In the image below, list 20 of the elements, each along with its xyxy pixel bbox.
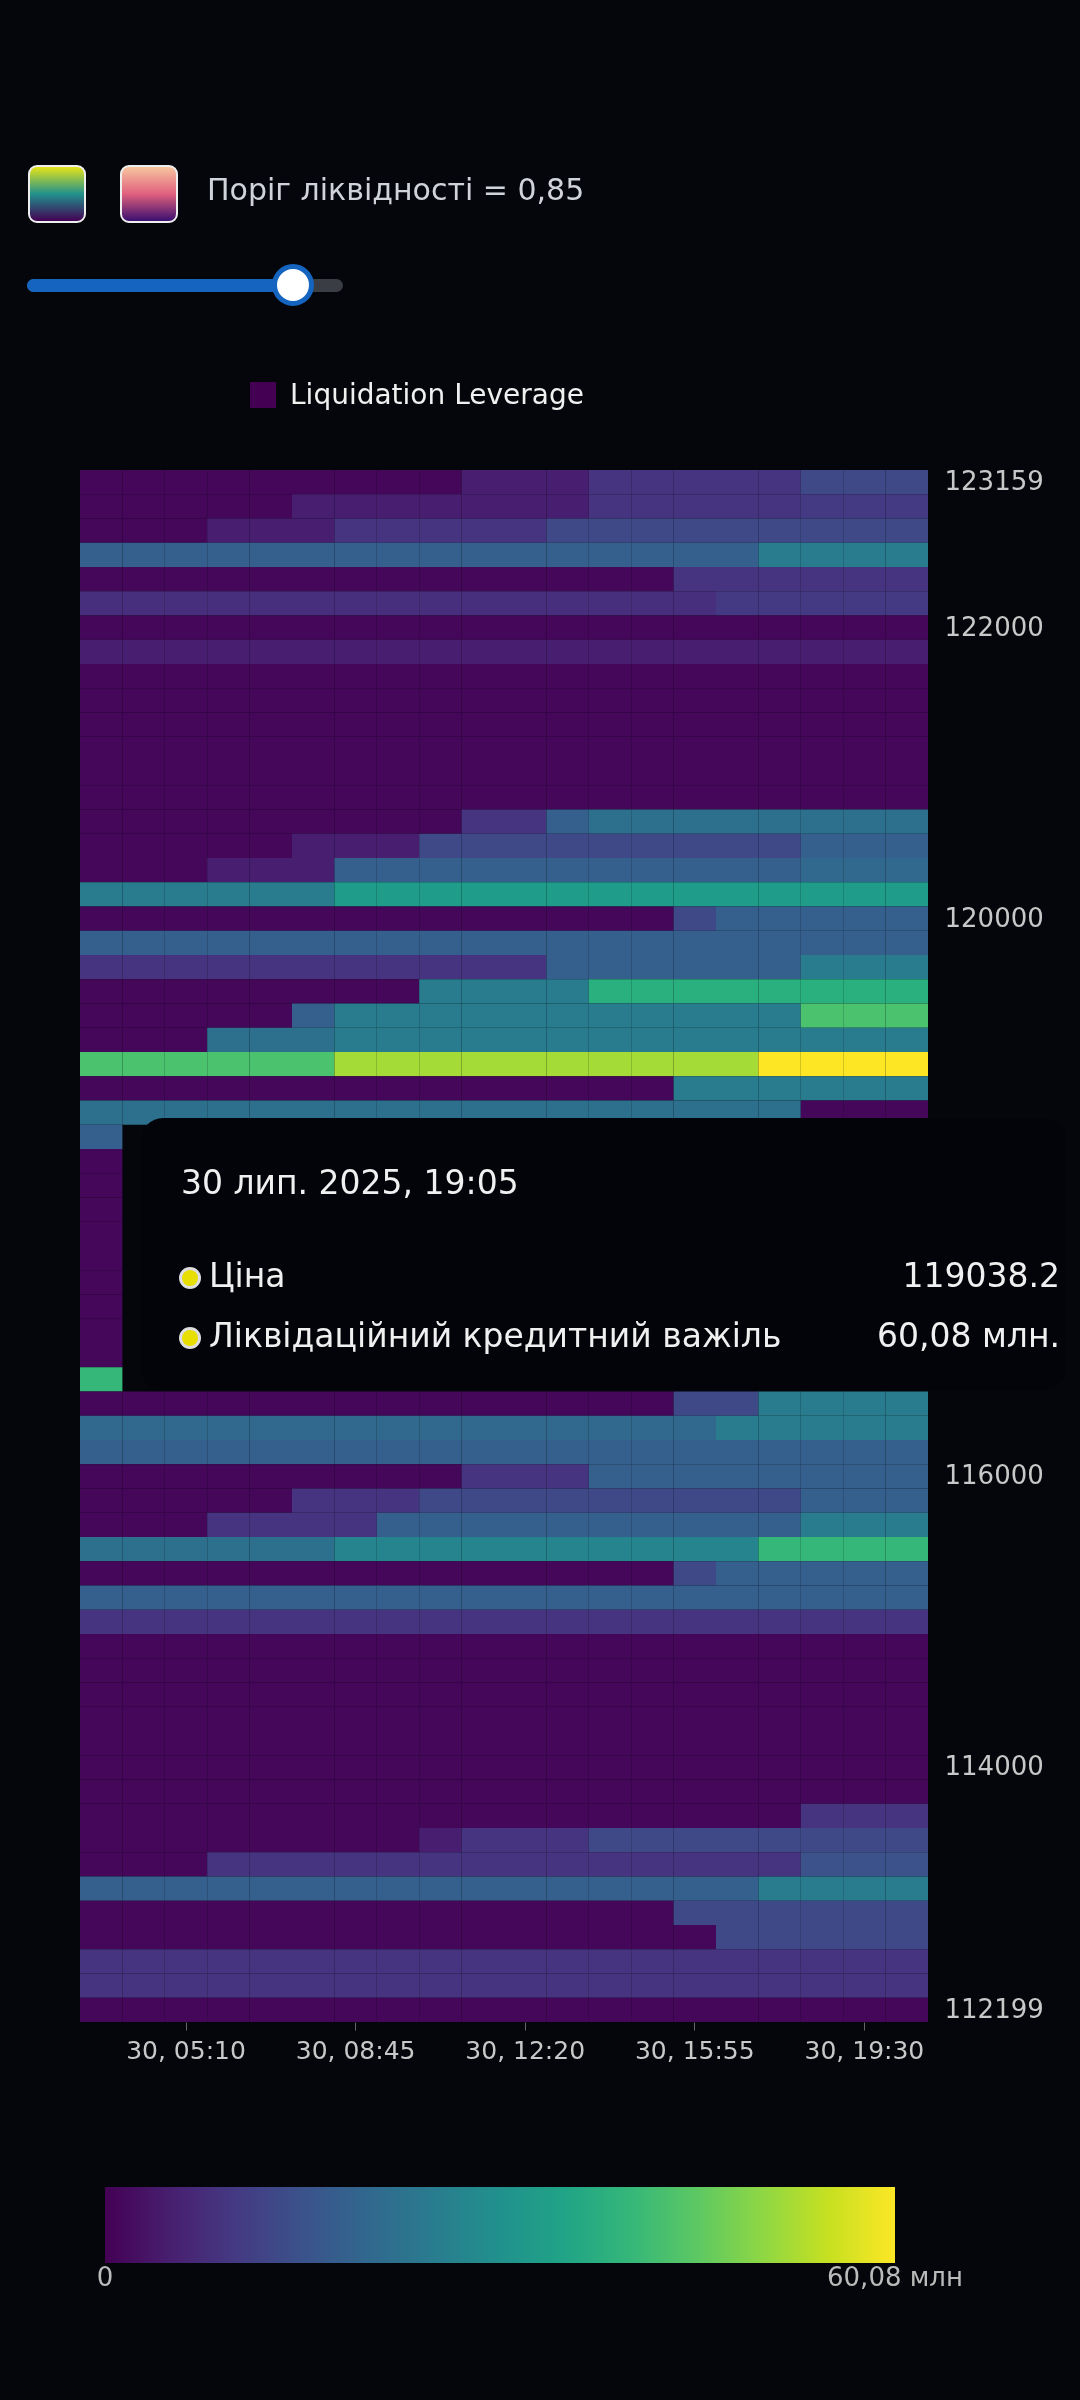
y-tick-label: 116000 bbox=[944, 1460, 1044, 1491]
text: Liquidation Leverage bbox=[290, 378, 584, 411]
x-tick-label: 30, 12:20 bbox=[465, 2035, 586, 2065]
annotation: 119038.2 bbox=[902, 1256, 1060, 1295]
text: Поріг ліквідності = 0,85 bbox=[207, 172, 585, 207]
color-bar-label: 0 bbox=[96, 2262, 114, 2292]
annotation: Ліквідаційний кредитний важіль bbox=[209, 1316, 782, 1355]
y-tick-label: 114000 bbox=[944, 1751, 1044, 1782]
x-tick-label: 30, 08:45 bbox=[295, 2035, 416, 2065]
annotation: Ціна bbox=[209, 1256, 286, 1295]
y-tick-label: 120000 bbox=[944, 902, 1044, 933]
annotation: 60,08 млн. bbox=[876, 1316, 1060, 1355]
color-bar-label: 60,08 млн bbox=[827, 2262, 963, 2292]
annotation: 30 лип. 2025, 19:05 bbox=[181, 1163, 519, 1202]
x-tick-label: 30, 15:55 bbox=[634, 2035, 755, 2065]
x-tick-label: 30, 19:30 bbox=[804, 2035, 925, 2065]
y-tick-label: 123159 bbox=[944, 466, 1044, 497]
x-tick-label: 30, 05:10 bbox=[126, 2035, 246, 2065]
y-tick-label: 122000 bbox=[944, 611, 1044, 642]
y-tick-label: 112199 bbox=[944, 1993, 1044, 2024]
